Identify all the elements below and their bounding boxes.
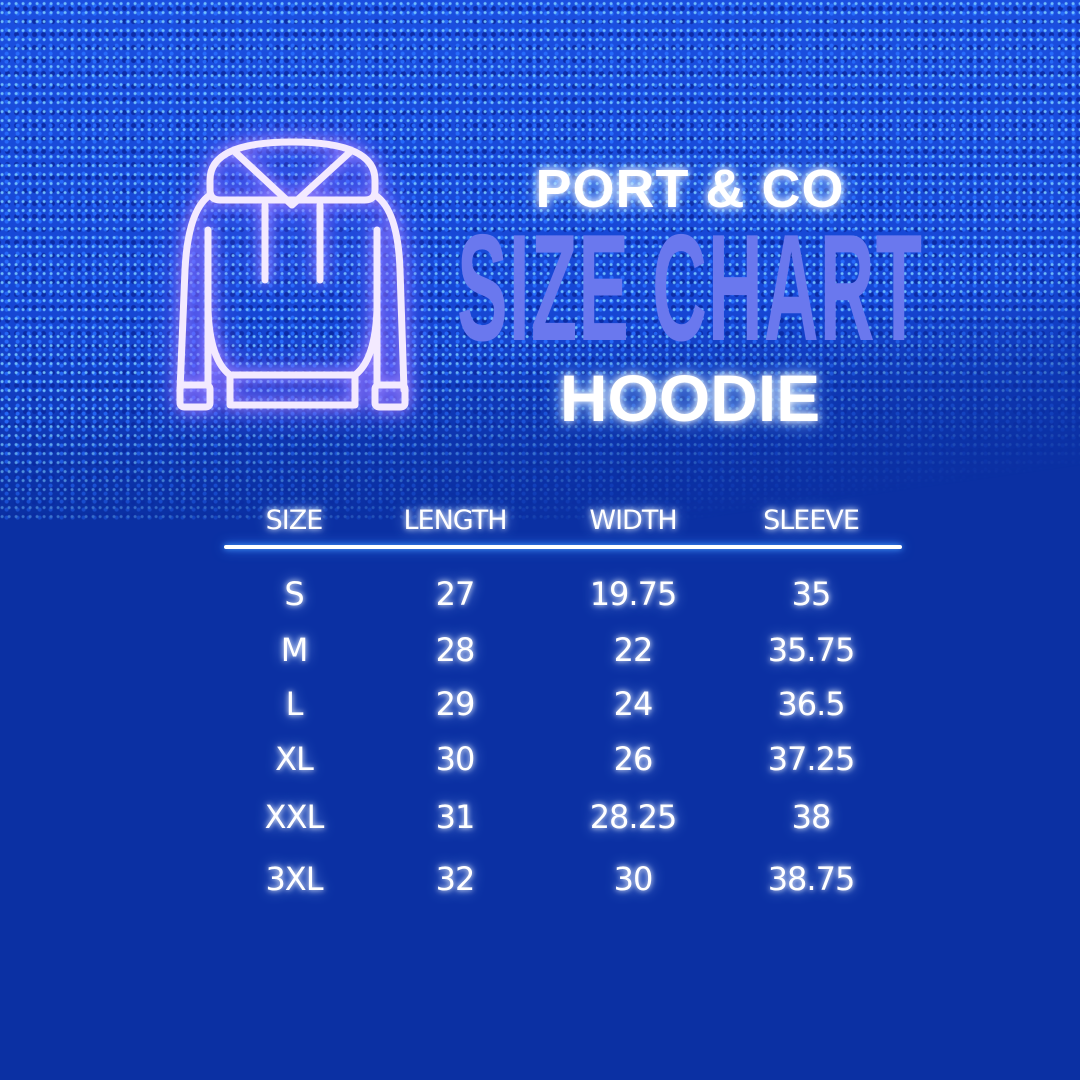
page-title: SIZE CHART [457,203,923,373]
table-cell: 3XL [265,860,323,898]
table-cell: 38 [791,798,832,836]
column-header: SLEEVE [763,505,860,536]
header-divider [224,545,902,549]
table-cell: S [284,575,304,613]
table-cell: 31 [435,798,476,836]
column-header: LENGTH [403,505,507,536]
table-cell: M [280,631,309,669]
table-cell: 36.5 [777,685,845,723]
table-cell: 27 [435,575,476,613]
brand-name: PORT & CO [535,159,845,219]
table-cell: 35.75 [767,631,856,669]
table-cell: 30 [613,860,654,898]
table-cell: L [285,685,304,723]
table-cell: 22 [613,631,654,669]
table-cell: 29 [435,685,476,723]
table-cell: 37.25 [767,740,856,778]
table-cell: 26 [613,740,654,778]
hoodie-icon [176,138,409,411]
table-cell: 38.75 [767,860,856,898]
product-name: HOODIE [559,361,821,435]
table-cell: 28.25 [589,798,678,836]
glitter-background [0,0,1080,520]
table-cell: 30 [435,740,476,778]
table-cell: 35 [791,575,832,613]
table-cell: XXL [264,798,325,836]
column-header: WIDTH [589,505,677,536]
table-cell: 32 [435,860,476,898]
column-header: SIZE [265,505,324,536]
table-cell: XL [275,740,314,778]
table-cell: 24 [613,685,654,723]
table-cell: 28 [435,631,476,669]
table-cell: 19.75 [589,575,678,613]
